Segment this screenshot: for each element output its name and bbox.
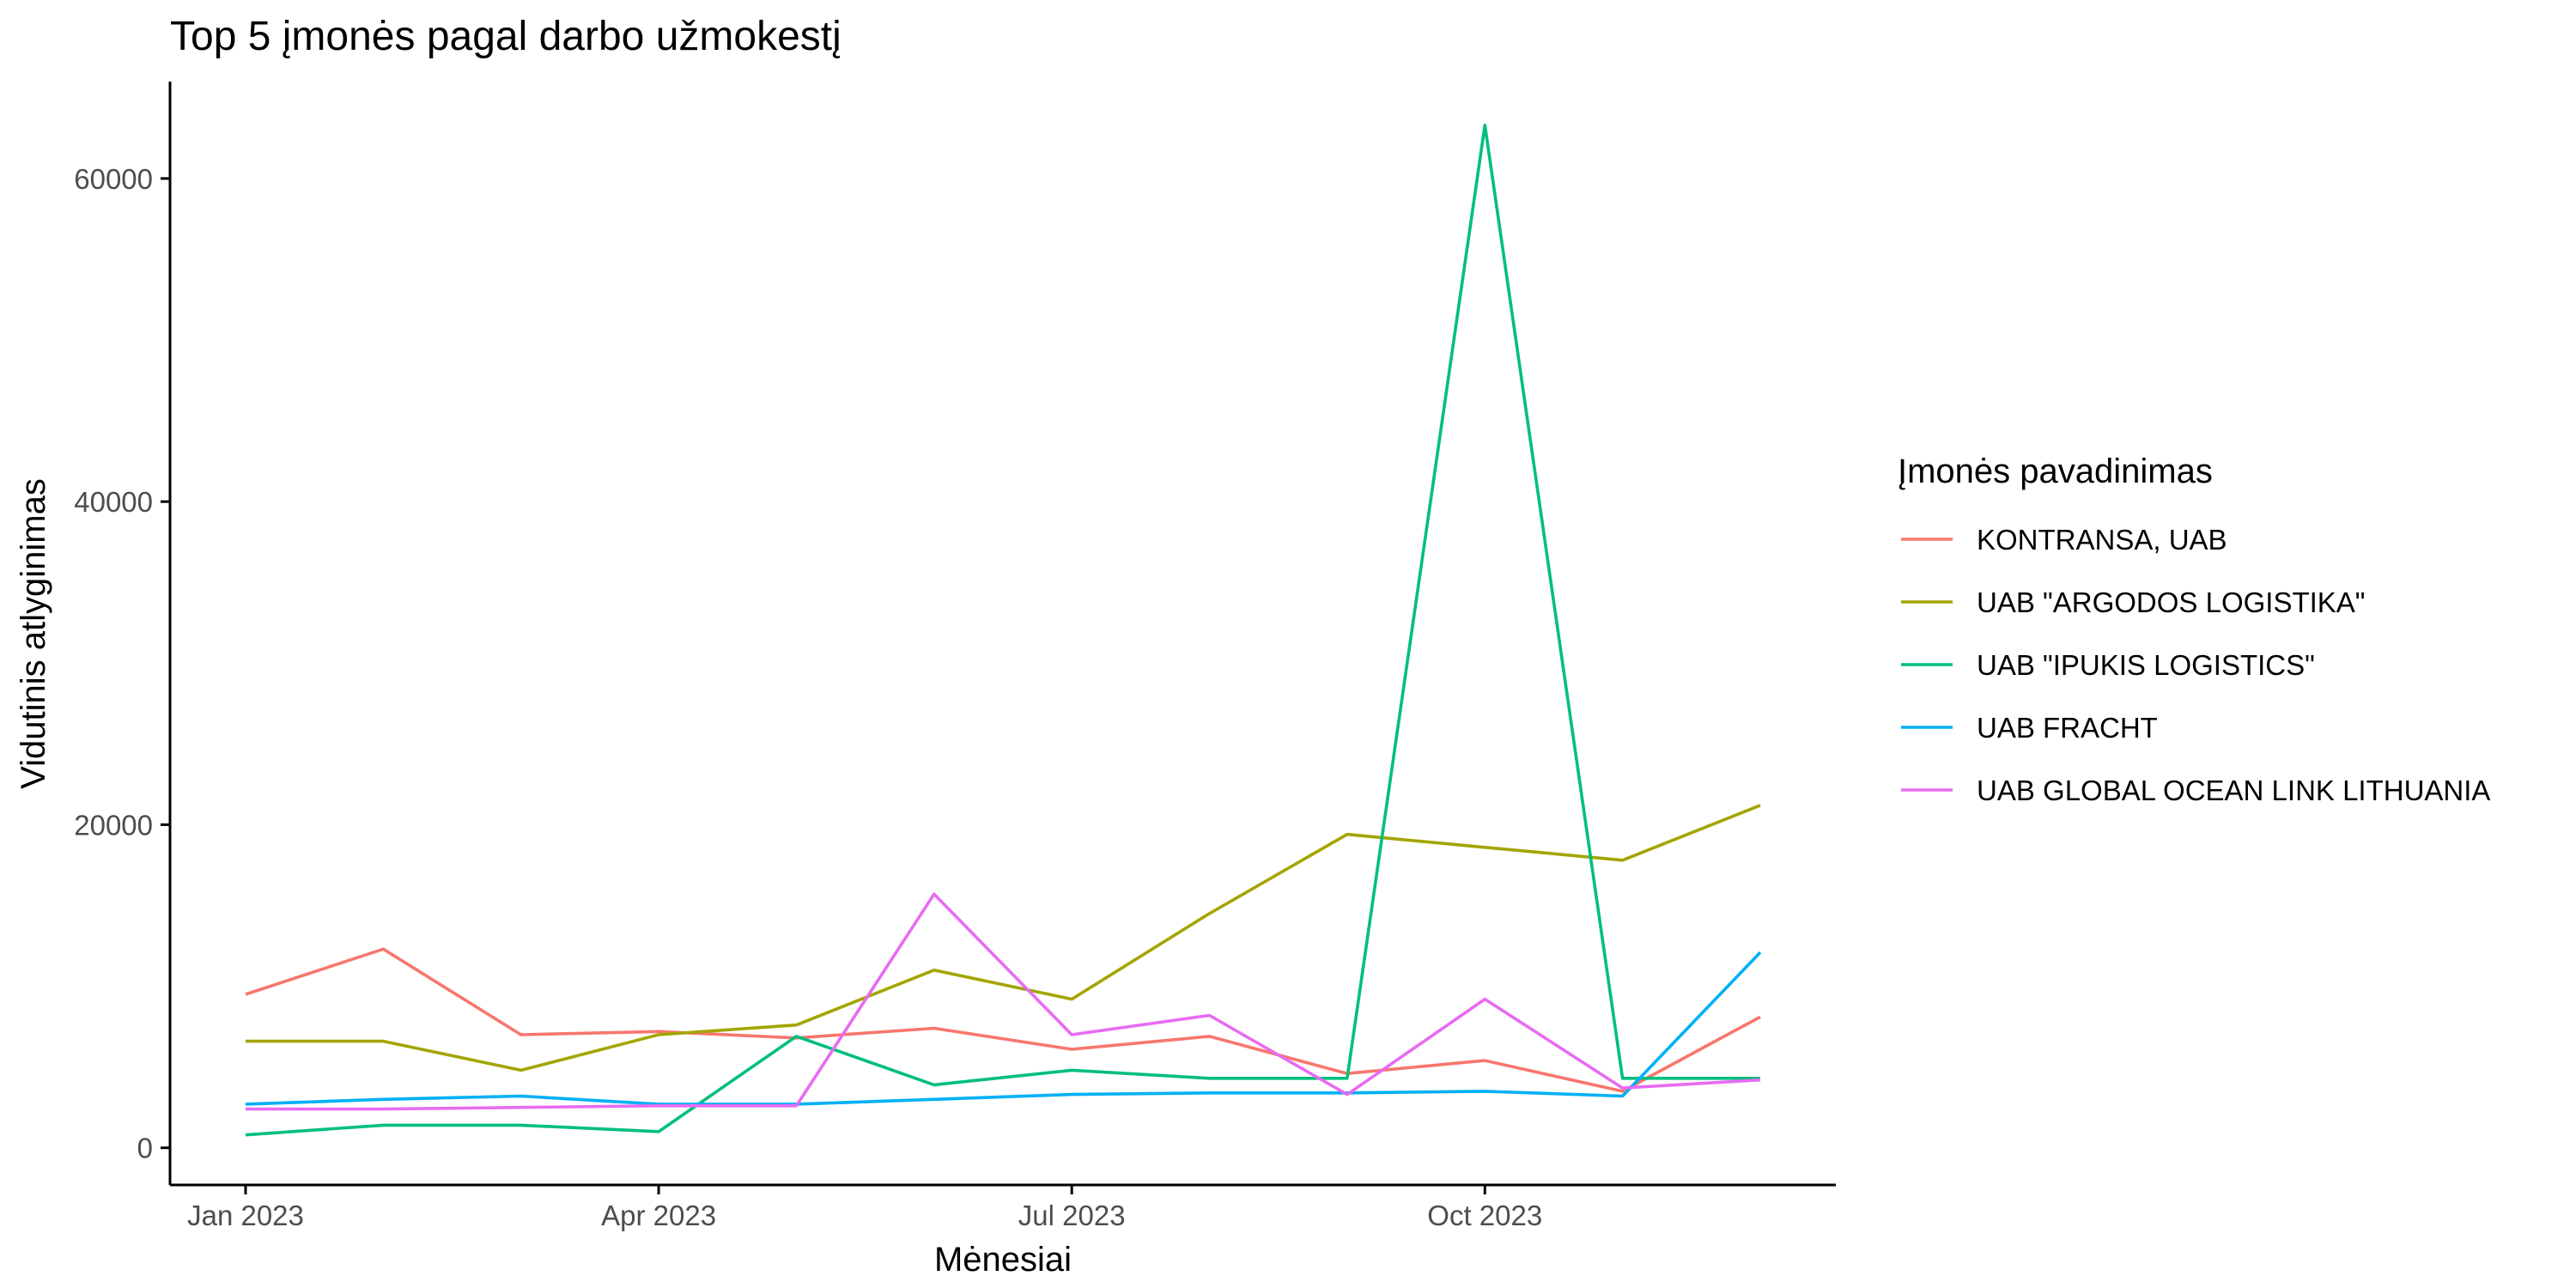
y-axis-ticks: 0 20000 40000 60000	[74, 163, 170, 1164]
x-tick-label: Apr 2023	[601, 1200, 716, 1231]
plot-area	[245, 124, 1762, 1137]
x-axis-title: Mėnesiai	[934, 1241, 1072, 1279]
legend-items: KONTRANSA, UAB UAB "ARGODOS LOGISTIKA" UAB…	[1901, 524, 2490, 806]
series-line-1	[245, 947, 1761, 1093]
x-tick-label: Jul 2023	[1018, 1200, 1126, 1231]
x-axis-ticks: Jan 2023 Apr 2023 Jul 2023 Oct 2023	[187, 1185, 1542, 1231]
legend-item: UAB "ARGODOS LOGISTIKA"	[1901, 586, 2366, 618]
y-axis-title: Vidutinis atlyginimas	[15, 478, 52, 789]
legend-item: KONTRANSA, UAB	[1901, 524, 2227, 556]
series-line-5	[246, 892, 1761, 1111]
legend-item: UAB "IPUKIS LOGISTICS"	[1901, 649, 2315, 681]
legend-title: Įmonės pavadinimas	[1898, 453, 2213, 490]
legend-label: UAB FRACHT	[1977, 712, 2158, 744]
series-line-4	[245, 951, 1762, 1106]
y-tick-label: 40000	[74, 486, 153, 518]
legend-item: UAB GLOBAL OCEAN LINK LITHUANIA	[1901, 775, 2490, 806]
series-line-3	[245, 124, 1760, 1137]
y-tick-label: 20000	[74, 809, 153, 841]
y-tick-label: 0	[137, 1133, 153, 1164]
x-tick-label: Oct 2023	[1427, 1200, 1542, 1231]
legend-label: UAB GLOBAL OCEAN LINK LITHUANIA	[1977, 775, 2490, 806]
x-tick-label: Jan 2023	[187, 1200, 304, 1231]
legend-label: KONTRANSA, UAB	[1977, 524, 2227, 556]
series-line-2	[246, 804, 1761, 1072]
legend-item: UAB FRACHT	[1901, 712, 2158, 744]
legend-label: UAB "ARGODOS LOGISTIKA"	[1977, 586, 2366, 618]
y-tick-label: 60000	[74, 163, 153, 195]
chart-title: Top 5 įmonės pagal darbo užmokestį	[170, 14, 841, 59]
legend: Įmonės pavadinimas KONTRANSA, UAB UAB "AR…	[1898, 453, 2490, 806]
legend-label: UAB "IPUKIS LOGISTICS"	[1977, 649, 2315, 681]
